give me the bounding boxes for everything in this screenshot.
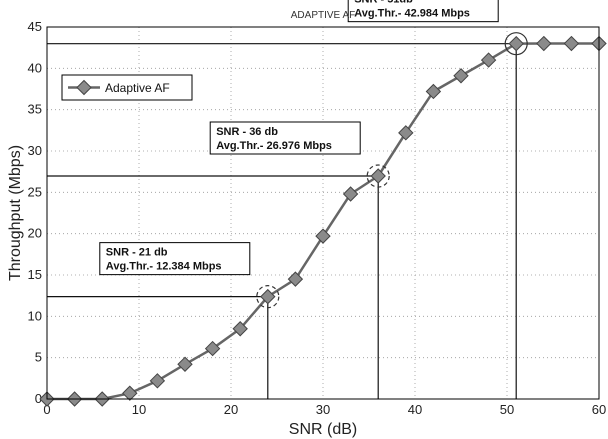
annotation-box <box>99 242 251 276</box>
y-tick-label: 35 <box>28 102 42 117</box>
annotation-throughput: Avg.Thr.- 26.976 Mbps <box>216 140 332 152</box>
legend-label: Adaptive AF <box>105 81 170 95</box>
y-tick-label: 15 <box>28 267 42 282</box>
annotations: SNR - 21 db Avg.Thr.- 12.384 Mbps SNR - 36… <box>99 0 528 309</box>
plot-frame <box>46 26 600 400</box>
y-tick-label: 25 <box>28 184 42 199</box>
legend: Adaptive AF <box>61 74 193 101</box>
annotation-snr: SNR - 21 db <box>106 247 168 259</box>
chart-title: ADAPTIVE AF <box>291 10 355 21</box>
x-tick-label: 30 <box>316 402 330 417</box>
y-tick-label: 20 <box>28 226 42 241</box>
reference-lines <box>47 43 517 399</box>
data-point <box>370 168 386 184</box>
data-point <box>480 52 497 68</box>
data-point <box>536 35 552 52</box>
annotation-throughput: Avg.Thr.- 42.984 Mbps <box>354 8 470 20</box>
highlight-circle <box>366 164 390 188</box>
data-point <box>232 321 248 337</box>
data-point <box>425 83 442 100</box>
annotation-throughput: Avg.Thr.- 12.384 Mbps <box>106 261 222 273</box>
data-point <box>122 385 138 401</box>
highlight-circle <box>256 285 280 309</box>
annotation-box <box>209 121 361 155</box>
data-point <box>398 125 414 141</box>
highlight-circle <box>504 32 528 56</box>
x-tick-label: 10 <box>132 402 146 417</box>
y-tick-label: 45 <box>28 19 42 34</box>
data-point <box>204 340 221 357</box>
x-axis-title: SNR (dB) <box>289 421 357 438</box>
x-tick-label: 40 <box>408 402 422 417</box>
annotation-snr: SNR - 51db <box>354 0 413 6</box>
data-point <box>287 271 304 287</box>
data-point <box>342 186 359 202</box>
annotation-box <box>347 0 499 23</box>
y-tick-label: 40 <box>28 60 42 75</box>
y-tick-label: 0 <box>35 391 42 406</box>
annotation-snr: SNR - 36 db <box>216 126 278 138</box>
legend-marker <box>76 79 92 96</box>
x-tick-label: 20 <box>224 402 238 417</box>
data-point <box>453 68 469 84</box>
data-point <box>260 288 276 305</box>
data-point <box>149 373 166 389</box>
data-point <box>315 228 331 244</box>
axis-ticks: 0 10 20 30 40 50 60 0 5 10 15 20 25 30 35 40 45 <box>28 19 607 417</box>
data-point <box>563 35 580 52</box>
x-tick-label: 60 <box>592 402 606 417</box>
data-point <box>177 356 193 372</box>
y-axis-title: Throughput (Mbps) <box>7 145 24 281</box>
y-tick-label: 5 <box>35 350 42 365</box>
data-point <box>508 35 524 52</box>
y-tick-label: 30 <box>28 143 42 158</box>
x-tick-label: 0 <box>43 402 50 417</box>
x-tick-label: 50 <box>500 402 514 417</box>
y-tick-label: 10 <box>28 308 42 323</box>
